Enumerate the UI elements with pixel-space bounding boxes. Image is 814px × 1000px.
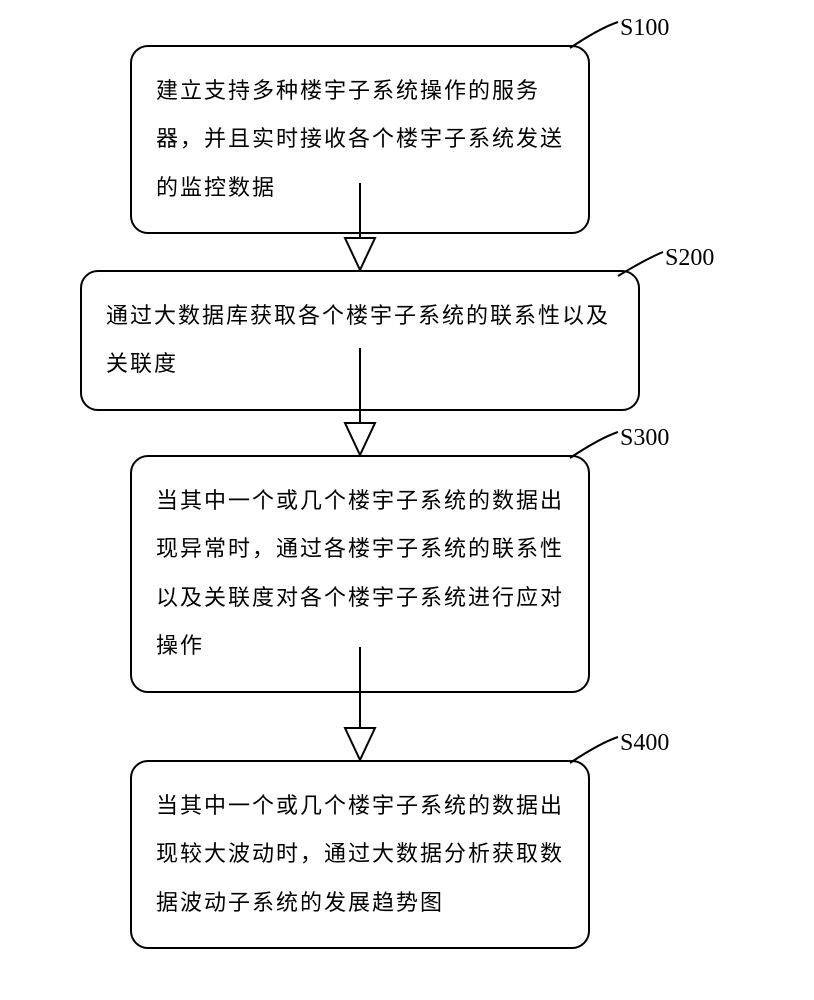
flowchart-container: 建立支持多种楼宇子系统操作的服务器，并且实时接收各个楼宇子系统发送的监控数据 S… xyxy=(0,0,814,1000)
flowchart-node-text: 当其中一个或几个楼宇子系统的数据出现异常时，通过各楼宇子系统的联系性以及关联度对… xyxy=(156,488,564,658)
flowchart-leader-s300 xyxy=(560,420,630,470)
flowchart-leader-s200 xyxy=(608,240,678,290)
flowchart-leader-s100 xyxy=(560,10,630,60)
flowchart-arrow-2 xyxy=(335,348,385,455)
flowchart-node-text: 建立支持多种楼宇子系统操作的服务器，并且实时接收各个楼宇子系统发送的监控数据 xyxy=(156,78,564,200)
flowchart-node-s400: 当其中一个或几个楼宇子系统的数据出现较大波动时，通过大数据分析获取数据波动子系统… xyxy=(130,760,590,949)
flowchart-node-text: 当其中一个或几个楼宇子系统的数据出现较大波动时，通过大数据分析获取数据波动子系统… xyxy=(156,793,564,915)
flowchart-arrow-3 xyxy=(335,647,385,760)
flowchart-arrow-1 xyxy=(335,183,385,270)
flowchart-leader-s400 xyxy=(560,725,630,775)
